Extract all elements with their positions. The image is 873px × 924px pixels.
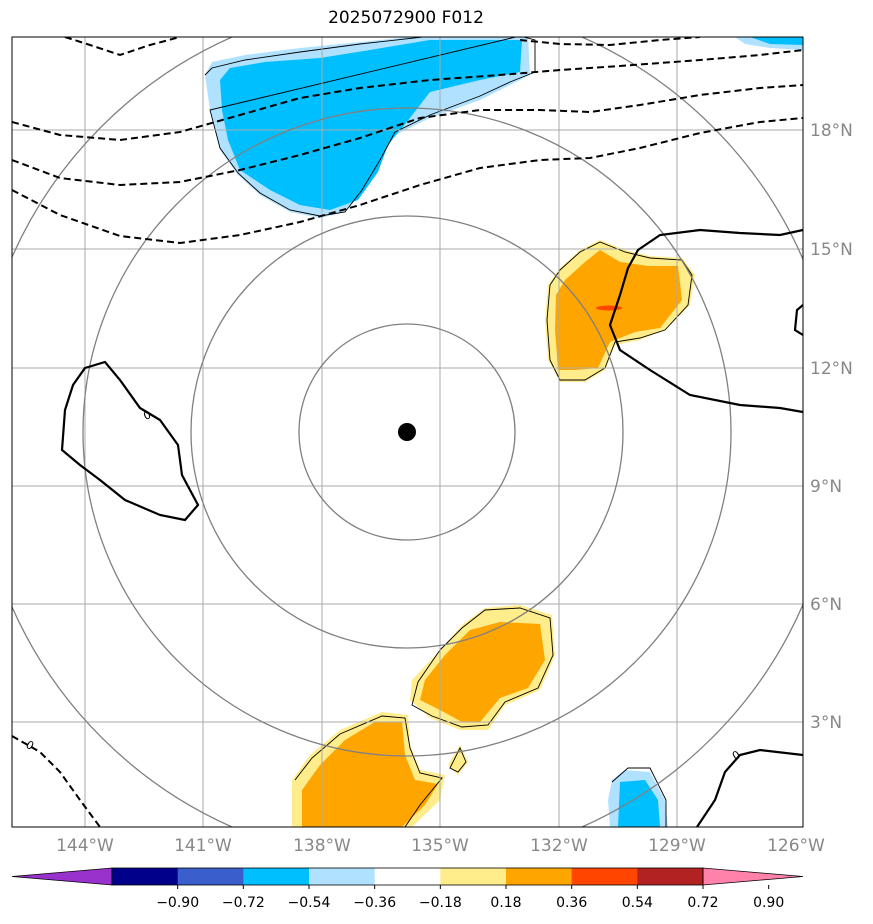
range-rings [12,37,803,827]
colorbar-tick-label: 0.72 [687,895,718,911]
colorbar-tick-label: −0.90 [156,895,199,911]
colorbar-tick-label: 0.54 [622,895,653,911]
graticule [12,37,803,827]
negative-anomaly-ne-corner [735,37,803,50]
colorbar: −0.90 −0.72 −0.54 −0.36 −0.18 0.18 0.36 0.54 0.7… [11,867,804,911]
plot-area: 0 0 0 [12,37,803,827]
dashed-contours [12,37,803,827]
lon-label: 129°W [648,836,706,856]
strong-anomaly-spot [596,305,622,311]
colorbar-swatch [374,868,441,885]
positive-anomaly-east [545,240,695,382]
colorbar-tick-label: −0.18 [419,895,462,911]
shading-outlines [204,37,693,827]
lat-label: 18°N [810,121,853,141]
contour-labels: 0 0 0 [23,408,742,763]
contour-label: 0 [142,408,153,423]
lon-label: 141°W [174,836,232,856]
colorbar-tick-label: 0.36 [556,895,587,911]
colorbar-swatch [440,868,507,885]
contour-label: 0 [23,738,36,753]
negative-anomaly-south [608,770,668,827]
colorbar-swatch [309,868,376,885]
colorbar-tick-label: −0.54 [288,895,331,911]
colorbar-swatch [243,868,310,885]
lon-label: 138°W [293,836,351,856]
lat-label: 9°N [810,477,842,497]
colorbar-frame [111,867,704,886]
latitude-labels: 18°N 15°N 12°N 9°N 6°N 3°N [810,121,853,733]
colorbar-swatch [112,868,179,885]
colorbar-swatch [506,868,573,885]
lat-label: 3°N [810,713,842,733]
lat-label: 12°N [810,359,853,379]
lon-label: 135°W [411,836,469,856]
lon-label: 132°W [530,836,588,856]
lon-label: 144°W [56,836,114,856]
solid-contours [60,228,803,827]
lon-label: 126°W [767,836,825,856]
colorbar-swatch [571,868,638,885]
plot-frame [11,36,804,828]
longitude-labels: 144°W 141°W 138°W 135°W 132°W 129°W 126°… [56,836,825,856]
positive-anomaly-south-2 [292,712,468,827]
colorbar-swatch [177,868,244,885]
colorbar-extend-high [702,867,804,886]
lat-label: 15°N [810,240,853,260]
positive-anomaly-south-1 [410,605,555,730]
colorbar-extend-low [11,867,113,886]
storm-center-marker [398,423,416,441]
colorbar-tick-label: −0.72 [222,895,265,911]
map-title: 2025072900 F012 [328,8,484,28]
colorbar-tick-label: 0.18 [490,895,521,911]
lat-label: 6°N [810,595,842,615]
colorbar-tick-label: −0.36 [353,895,396,911]
colorbar-swatch [637,868,704,885]
negative-anomaly-north [205,37,530,218]
colorbar-tick-label: 0.90 [753,895,784,911]
